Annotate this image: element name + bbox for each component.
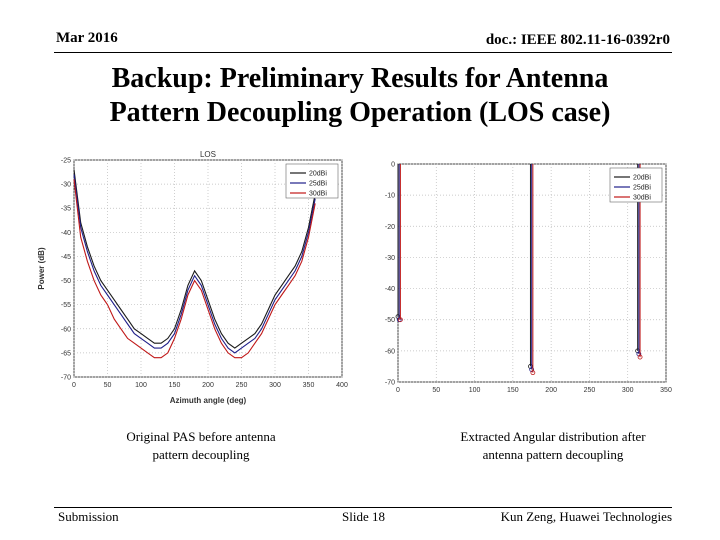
x-tick-label: 50 [432,387,440,394]
series-line [73,169,316,349]
x-tick-label: 0 [72,382,76,389]
legend-label: 20dBi [309,171,327,178]
x-tick-label: 300 [269,382,281,389]
legend-label: 25dBi [309,181,327,188]
x-tick-label: 350 [660,387,672,394]
series-line [73,179,316,359]
angular-chart-svg: 0 50 100 150 200 250 300 350 0 -10 -20 -30 -40 -50 -60… [385,162,672,395]
legend-box [609,167,663,203]
x-tick-label: 200 [202,382,214,389]
footer-author: Kun Zeng, Huawei Technologies [500,509,672,524]
legend: 20dBi 25dBi 30dBi [285,163,339,199]
legend-label: 30dBi [309,191,327,198]
y-tick-label: -25 [61,158,71,165]
x-axis-label: Azimuth angle (deg) [170,396,247,405]
caption-right-line-1: Extracted Angular distribution after [460,429,646,444]
x-tick-label: 100 [135,382,147,389]
y-tick-label: -35 [61,206,71,213]
slide-title-line-2: Pattern Decoupling Operation (LOS case) [109,97,611,128]
y-tick-label: -45 [61,254,71,261]
y-tick-label: -60 [61,326,71,333]
header-doc-id: doc.: IEEE 802.11-16-0392r0 [485,32,670,48]
footer-submission: Submission [58,509,119,524]
x-tick-label: 400 [336,382,348,389]
pas-chart: 0 50 100 150 200 250 300 350 400 -25 -30 -35 -40 -45 -… [36,148,356,416]
x-tick-label: 250 [584,387,596,394]
stem-marker [637,354,643,360]
stem-marker [530,370,536,376]
y-tick-label: -70 [61,375,71,382]
chart-title: LOS [200,150,216,159]
y-tick-label: -70 [385,380,395,387]
caption-left-line-2: pattern decoupling [152,447,250,462]
y-tick-label: -50 [385,317,395,324]
caption-right-line-2: antenna pattern decoupling [482,447,624,462]
x-tick-label: 200 [545,387,557,394]
legend-box [285,163,339,199]
caption-left: Original PAS before antenna pattern deco… [96,428,306,464]
series-line [73,174,316,354]
caption-right: Extracted Angular distribution after ant… [428,428,678,464]
stem-marker [529,367,535,372]
legend-label: 25dBi [633,185,651,192]
y-tick-label: -65 [61,350,71,357]
footer-slide-number: Slide 18 [342,509,385,524]
y-axis-label: Power (dB) [37,247,46,290]
header-date: Mar 2016 [56,30,118,46]
stem-marker [397,317,403,323]
x-tick-label: 100 [469,387,481,394]
y-tick-label: -40 [385,286,395,293]
pas-chart-svg: 0 50 100 150 200 250 300 350 400 -25 -30 -35 -40 -45 -… [37,150,348,405]
y-tick-label: -10 [385,193,395,200]
header-divider [54,52,672,53]
x-tick-label: 0 [396,387,400,394]
caption-left-line-1: Original PAS before antenna [126,429,276,444]
legend: 20dBi 25dBi 30dBi [609,167,663,203]
legend-label: 30dBi [633,195,651,202]
x-tick-label: 300 [622,387,634,394]
slide-title-line-1: Backup: Preliminary Results for Antenna [111,63,609,94]
stem-marker [636,351,642,357]
x-tick-label: 250 [236,382,248,389]
slide-title: Backup: Preliminary Results for Antenna … [40,62,680,130]
y-tick-label: -40 [61,230,71,237]
legend-label: 20dBi [633,175,651,182]
y-tick-label: 0 [391,162,395,169]
x-tick-label: 50 [104,382,112,389]
y-tick-label: -55 [61,302,71,309]
y-tick-label: -20 [385,224,395,231]
footer-divider [54,507,672,508]
y-tick-label: -30 [385,255,395,262]
y-tick-label: -60 [385,348,395,355]
x-tick-label: 350 [303,382,315,389]
y-tick-label: -30 [61,182,71,189]
x-tick-label: 150 [169,382,181,389]
y-tick-label: -50 [61,278,71,285]
x-tick-label: 150 [507,387,519,394]
angular-chart: 0 50 100 150 200 250 300 350 0 -10 -20 -30 -40 -50 -60… [370,152,674,400]
